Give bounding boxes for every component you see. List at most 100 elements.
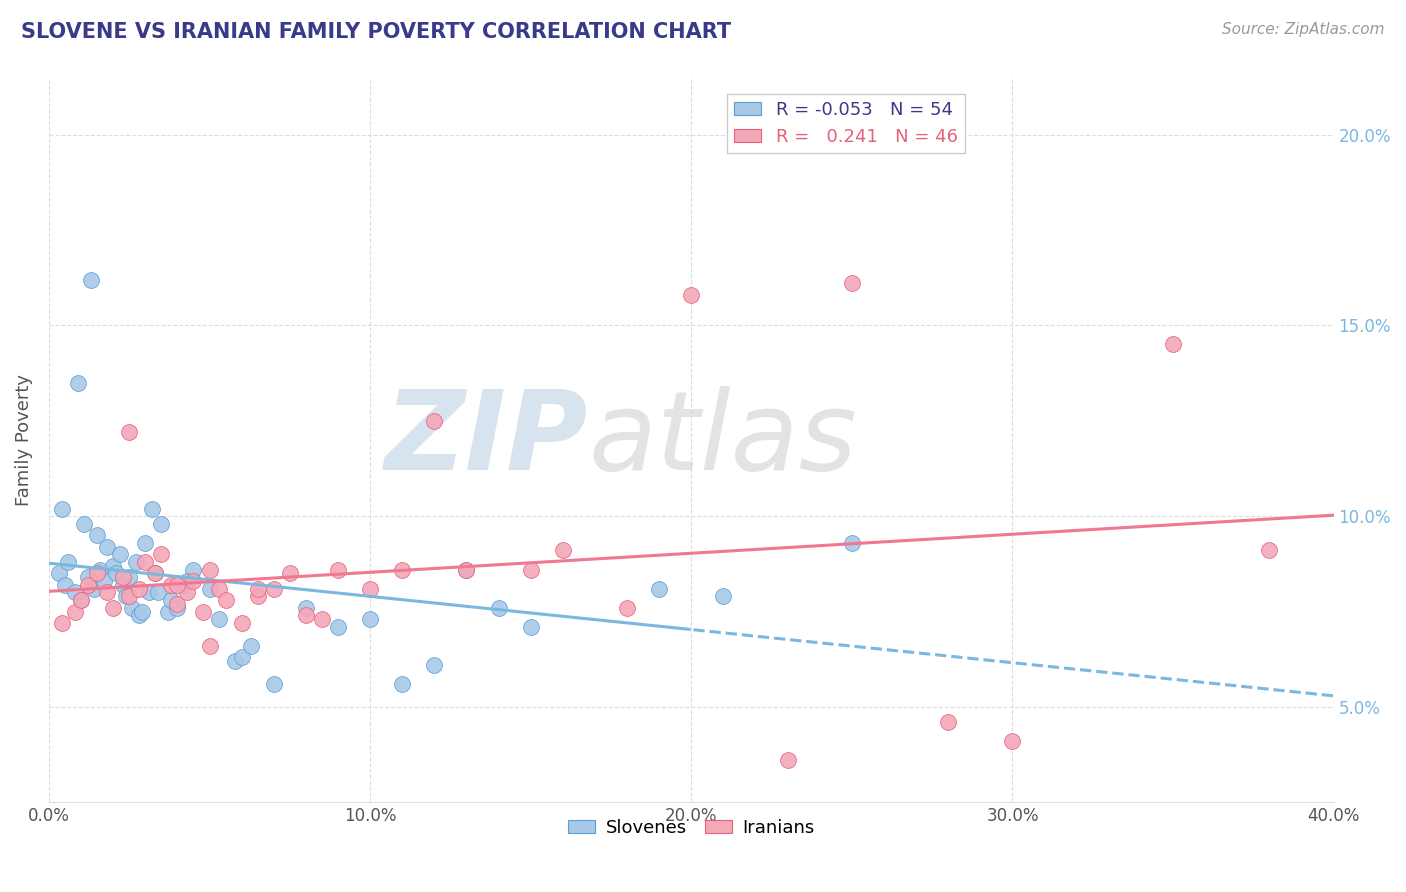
Point xyxy=(83,582,105,596)
Point xyxy=(93,574,115,588)
Point xyxy=(51,615,73,630)
Point xyxy=(118,589,141,603)
Point xyxy=(191,605,214,619)
Point xyxy=(160,593,183,607)
Point xyxy=(150,547,173,561)
Point xyxy=(224,654,246,668)
Point xyxy=(146,585,169,599)
Point xyxy=(681,288,703,302)
Text: Source: ZipAtlas.com: Source: ZipAtlas.com xyxy=(1222,22,1385,37)
Point xyxy=(51,501,73,516)
Point xyxy=(76,570,98,584)
Point xyxy=(89,563,111,577)
Y-axis label: Family Poverty: Family Poverty xyxy=(15,374,32,506)
Point xyxy=(128,608,150,623)
Point xyxy=(391,677,413,691)
Point xyxy=(240,639,263,653)
Point xyxy=(48,566,70,581)
Point xyxy=(198,563,221,577)
Point xyxy=(53,578,76,592)
Point xyxy=(76,578,98,592)
Point xyxy=(246,589,269,603)
Point xyxy=(246,582,269,596)
Point xyxy=(176,585,198,599)
Point xyxy=(131,605,153,619)
Point xyxy=(150,516,173,531)
Point xyxy=(326,620,349,634)
Point xyxy=(359,612,381,626)
Point xyxy=(160,578,183,592)
Point xyxy=(96,540,118,554)
Point xyxy=(295,600,318,615)
Point xyxy=(166,600,188,615)
Text: atlas: atlas xyxy=(589,386,858,493)
Point xyxy=(96,585,118,599)
Point xyxy=(141,501,163,516)
Point xyxy=(198,582,221,596)
Point xyxy=(70,593,93,607)
Point xyxy=(311,612,333,626)
Point xyxy=(616,600,638,615)
Point xyxy=(128,582,150,596)
Point xyxy=(423,657,446,672)
Point xyxy=(121,600,143,615)
Point xyxy=(551,543,574,558)
Point xyxy=(125,555,148,569)
Point xyxy=(278,566,301,581)
Point xyxy=(66,376,89,390)
Point xyxy=(231,615,253,630)
Point xyxy=(359,582,381,596)
Point xyxy=(115,589,138,603)
Point xyxy=(80,272,103,286)
Point xyxy=(166,597,188,611)
Point xyxy=(263,677,285,691)
Point xyxy=(648,582,671,596)
Point xyxy=(776,753,799,767)
Point xyxy=(198,639,221,653)
Point xyxy=(134,536,156,550)
Point xyxy=(103,600,125,615)
Point xyxy=(183,563,205,577)
Point xyxy=(1161,337,1184,351)
Point xyxy=(118,425,141,440)
Point xyxy=(111,578,134,592)
Text: SLOVENE VS IRANIAN FAMILY POVERTY CORRELATION CHART: SLOVENE VS IRANIAN FAMILY POVERTY CORREL… xyxy=(21,22,731,42)
Point xyxy=(841,536,863,550)
Point xyxy=(111,570,134,584)
Text: ZIP: ZIP xyxy=(385,386,589,493)
Point xyxy=(423,414,446,428)
Point xyxy=(58,555,80,569)
Point xyxy=(456,563,478,577)
Point xyxy=(456,563,478,577)
Point xyxy=(936,715,959,730)
Point xyxy=(295,608,318,623)
Point xyxy=(183,574,205,588)
Point xyxy=(1258,543,1281,558)
Point xyxy=(173,578,195,592)
Point xyxy=(1001,734,1024,748)
Point xyxy=(208,612,231,626)
Point xyxy=(176,574,198,588)
Point xyxy=(143,566,166,581)
Point xyxy=(86,528,108,542)
Point xyxy=(519,563,541,577)
Point xyxy=(118,570,141,584)
Point xyxy=(841,277,863,291)
Point xyxy=(63,585,86,599)
Point xyxy=(263,582,285,596)
Point xyxy=(134,555,156,569)
Point xyxy=(103,558,125,573)
Point xyxy=(519,620,541,634)
Point xyxy=(86,566,108,581)
Point xyxy=(73,516,96,531)
Point xyxy=(143,566,166,581)
Point xyxy=(214,593,236,607)
Point xyxy=(108,547,131,561)
Point xyxy=(70,593,93,607)
Point xyxy=(231,650,253,665)
Point xyxy=(391,563,413,577)
Point xyxy=(166,578,188,592)
Point xyxy=(713,589,735,603)
Point xyxy=(105,566,128,581)
Point xyxy=(156,605,179,619)
